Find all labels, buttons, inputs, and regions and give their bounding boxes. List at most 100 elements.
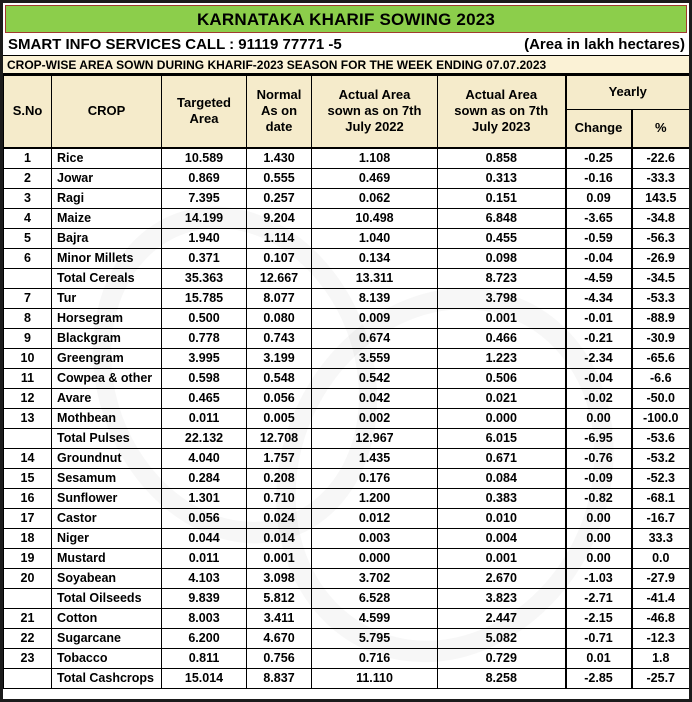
cell-pct: -25.7	[630, 667, 689, 689]
cell-pct: 1.8	[630, 647, 689, 669]
cell-sno: 9	[3, 327, 52, 349]
cell-crop: Total Oilseeds	[51, 587, 162, 609]
cell-targeted: 0.284	[161, 467, 247, 489]
cell-pct: -53.6	[630, 427, 689, 449]
cell-actual2022: 1.040	[311, 227, 438, 249]
cell-actual2022: 0.062	[311, 187, 438, 209]
crop-sowing-table: S.No CROP Targeted Area Normal As on dat…	[3, 75, 689, 689]
cell-sno: 17	[3, 507, 52, 529]
cell-change: -2.71	[564, 587, 632, 609]
cell-crop: Greengram	[51, 347, 162, 369]
cell-pct: -46.8	[630, 607, 689, 629]
cell-sno: 2	[3, 167, 52, 189]
cell-targeted: 0.056	[161, 507, 247, 529]
cell-targeted: 1.940	[161, 227, 247, 249]
cell-crop: Rice	[51, 147, 162, 169]
cell-actual2022: 12.967	[311, 427, 438, 449]
cell-actual2023: 0.858	[437, 147, 566, 169]
cell-actual2023: 0.151	[437, 187, 566, 209]
cell-actual2022: 0.716	[311, 647, 438, 669]
cell-actual2023: 0.084	[437, 467, 566, 489]
cell-change: -2.34	[564, 347, 632, 369]
cell-pct: 143.5	[630, 187, 689, 209]
cell-change: -0.25	[564, 147, 632, 169]
cell-targeted: 0.011	[161, 547, 247, 569]
crop-row: 2 Jowar 0.869 0.555 0.469 0.313 -0.16 -33.3	[3, 167, 689, 189]
cell-crop: Tur	[51, 287, 162, 309]
cell-crop: Castor	[51, 507, 162, 529]
cell-change: 0.09	[564, 187, 632, 209]
crop-row: 18 Niger 0.044 0.014 0.003 0.004 0.00 33.3	[3, 527, 689, 549]
crop-row: 4 Maize 14.199 9.204 10.498 6.848 -3.65 -34.8	[3, 207, 689, 229]
cell-actual2023: 0.455	[437, 227, 566, 249]
cell-normal: 3.411	[246, 607, 312, 629]
cell-crop: Minor Millets	[51, 247, 162, 269]
cell-actual2023: 0.001	[437, 307, 566, 329]
cell-pct: -34.8	[630, 207, 689, 229]
cell-pct: -100.0	[630, 407, 689, 429]
cell-crop: Soyabean	[51, 567, 162, 589]
cell-normal: 1.114	[246, 227, 312, 249]
cell-targeted: 22.132	[161, 427, 247, 449]
cell-actual2022: 0.003	[311, 527, 438, 549]
cell-crop: Maize	[51, 207, 162, 229]
cell-normal: 0.107	[246, 247, 312, 269]
cell-sno	[3, 667, 52, 689]
cell-targeted: 4.040	[161, 447, 247, 469]
crop-row: 19 Mustard 0.011 0.001 0.000 0.001 0.00 0.0	[3, 547, 689, 569]
cell-sno: 10	[3, 347, 52, 369]
cell-change: -3.65	[564, 207, 632, 229]
cell-targeted: 3.995	[161, 347, 247, 369]
cell-actual2022: 11.110	[311, 667, 438, 689]
cell-targeted: 0.044	[161, 527, 247, 549]
cell-normal: 0.080	[246, 307, 312, 329]
cell-actual2022: 4.599	[311, 607, 438, 629]
cell-actual2023: 2.670	[437, 567, 566, 589]
header-yearly: Yearly	[564, 75, 689, 110]
cell-crop: Sesamum	[51, 467, 162, 489]
cell-actual2023: 6.015	[437, 427, 566, 449]
cell-pct: -53.3	[630, 287, 689, 309]
cell-normal: 0.756	[246, 647, 312, 669]
cell-pct: -12.3	[630, 627, 689, 649]
cell-actual2023: 0.001	[437, 547, 566, 569]
cell-sno	[3, 427, 52, 449]
cell-targeted: 9.839	[161, 587, 247, 609]
cell-sno: 22	[3, 627, 52, 649]
cell-crop: Groundnut	[51, 447, 162, 469]
cell-sno: 20	[3, 567, 52, 589]
cell-normal: 8.077	[246, 287, 312, 309]
cell-actual2022: 0.042	[311, 387, 438, 409]
cell-pct: 33.3	[630, 527, 689, 549]
report-subtitle: CROP-WISE AREA SOWN DURING KHARIF-2023 S…	[3, 56, 689, 75]
cell-crop: Cowpea & other	[51, 367, 162, 389]
cell-change: -0.16	[564, 167, 632, 189]
cell-crop: Cotton	[51, 607, 162, 629]
cell-sno: 15	[3, 467, 52, 489]
cell-pct: -53.2	[630, 447, 689, 469]
cell-targeted: 35.363	[161, 267, 247, 289]
cell-sno: 3	[3, 187, 52, 209]
cell-crop: Total Cereals	[51, 267, 162, 289]
cell-targeted: 0.011	[161, 407, 247, 429]
cell-actual2022: 0.176	[311, 467, 438, 489]
crop-row: 20 Soyabean 4.103 3.098 3.702 2.670 -1.03 -27.9	[3, 567, 689, 589]
header-actual-2023: Actual Area sown as on 7th July 2023	[437, 75, 566, 148]
cell-change: 0.00	[564, 527, 632, 549]
cell-targeted: 0.811	[161, 647, 247, 669]
total-row: Total Cereals 35.363 12.667 13.311 8.723 -4.5…	[3, 267, 689, 289]
cell-change: -0.02	[564, 387, 632, 409]
cell-targeted: 0.465	[161, 387, 247, 409]
cell-actual2022: 3.702	[311, 567, 438, 589]
cell-actual2023: 6.848	[437, 207, 566, 229]
cell-targeted: 0.598	[161, 367, 247, 389]
cell-sno: 13	[3, 407, 52, 429]
cell-crop: Mustard	[51, 547, 162, 569]
cell-actual2022: 0.009	[311, 307, 438, 329]
cell-sno: 21	[3, 607, 52, 629]
crop-row: 7 Tur 15.785 8.077 8.139 3.798 -4.34 -53.3	[3, 287, 689, 309]
total-row: Total Pulses 22.132 12.708 12.967 6.015 -6.95…	[3, 427, 689, 449]
cell-normal: 0.710	[246, 487, 312, 509]
cell-crop: Horsegram	[51, 307, 162, 329]
cell-change: -0.82	[564, 487, 632, 509]
